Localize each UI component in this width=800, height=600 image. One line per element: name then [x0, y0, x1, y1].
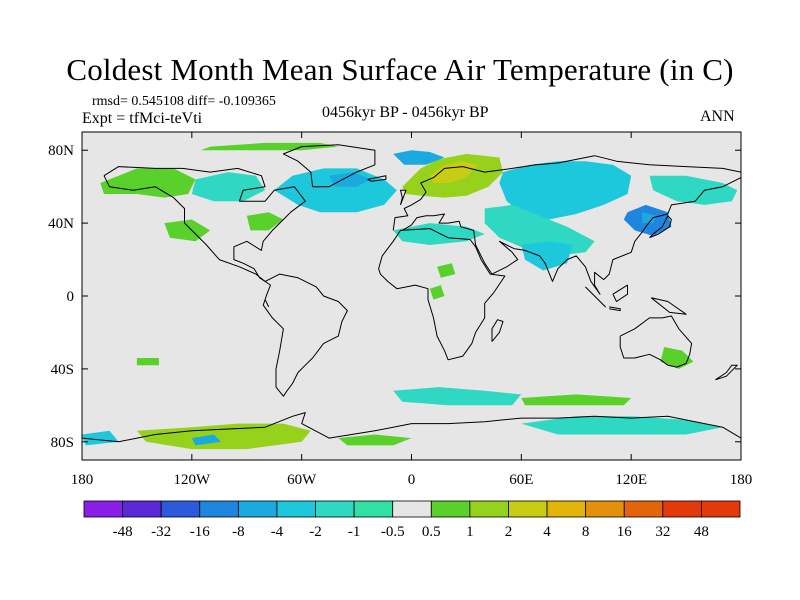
colorbar-label: 48 [694, 524, 709, 540]
anomaly-region-africa-green-1 [437, 263, 456, 278]
colorbar-swatch [83, 500, 123, 518]
anomaly-region-antarctica-blue [191, 434, 222, 446]
anomaly-region-siberia-cyan [499, 161, 632, 220]
colorbar-swatch [469, 500, 509, 518]
anomaly-region-antarctica-east-cyan [521, 416, 723, 435]
anomaly-region-antarctica-green [136, 423, 311, 450]
coastline-4 [402, 177, 741, 295]
coastline-3 [392, 155, 741, 231]
coastline-0 [103, 166, 306, 282]
anomaly-region-us-east-green [246, 212, 284, 231]
anomaly-fields [82, 142, 738, 450]
colorbar-label: 0.5 [422, 524, 441, 540]
anomaly-region-india-cyan [521, 241, 573, 271]
colorbar-label: -32 [151, 524, 171, 540]
lon-tick-label: 0 [408, 472, 416, 488]
colorbar-label: 32 [655, 524, 670, 540]
rmsd-stats: rmsd= 0.545108 diff= -0.109365 [92, 94, 276, 109]
colorbar: -48 -32 -16 -8 -4 -2 -1 -0.5 0.5 1 2 4 8 16 32 48 [83, 500, 741, 540]
latitude-axis: 80N 40N 0 40S 80S [48, 143, 741, 451]
colorbar-swatch [237, 500, 278, 518]
anomaly-region-iceland-blue [329, 172, 372, 187]
colorbar-label: -2 [309, 524, 322, 540]
coastline-17 [367, 175, 387, 182]
colorbar-label: -0.5 [381, 524, 405, 540]
colorbar-label: -48 [113, 524, 133, 540]
colorbar-label: -16 [190, 524, 210, 540]
anomaly-region-central-asia-cyan [484, 204, 595, 256]
anomaly-region-east-asia-teal [642, 212, 657, 224]
experiment-label: Expt = tfMci-teVti [82, 110, 203, 127]
anomaly-region-north-america-green [100, 168, 196, 198]
coastline-13 [609, 306, 621, 312]
longitude-axis: 180 120W 60W 0 60E 120E 180 [71, 132, 753, 488]
colorbar-swatch [353, 500, 394, 518]
season-label: ANN [700, 108, 735, 125]
coastline-12 [585, 286, 606, 308]
colorbar-swatch [276, 500, 316, 518]
colorbar-swatch [546, 500, 587, 518]
coastline-5 [619, 315, 693, 368]
anomaly-region-greenland-blue [393, 150, 445, 165]
anomaly-region-scandinavia-yellow [429, 161, 478, 183]
lat-tick-label: 80N [48, 143, 74, 159]
anomaly-region-far-east-cyan [649, 175, 738, 205]
coastline-16 [715, 364, 738, 381]
colorbar-swatch [160, 500, 201, 518]
coastline-11 [264, 299, 270, 308]
coastline-9 [649, 215, 672, 239]
colorbar-swatch [662, 500, 702, 518]
colorbar-label: -4 [271, 524, 284, 540]
colorbar-swatch [585, 500, 625, 518]
anomaly-region-ross-cyan [82, 430, 119, 446]
lon-tick-label: 120W [173, 472, 211, 488]
period-label: 0456kyr BP - 0456kyr BP [322, 104, 489, 121]
lon-tick-label: 60W [287, 472, 317, 488]
anomaly-region-south-indian-green [521, 394, 632, 406]
coastline-7 [282, 144, 376, 188]
lon-tick-label: 120E [615, 472, 647, 488]
colorbar-swatch [508, 500, 548, 518]
coastline-6 [82, 412, 741, 443]
lat-tick-label: 80S [51, 435, 74, 451]
lat-tick-label: 40S [51, 362, 74, 378]
coastline-15 [650, 297, 687, 315]
anomaly-region-mediterranean-cyan [393, 223, 485, 245]
anomaly-region-south-atlantic-cyan [393, 387, 522, 406]
map-title: Coldest Month Mean Surface Air Temperatu… [66, 52, 734, 87]
coastline-2 [378, 228, 506, 361]
lon-tick-label: 180 [730, 472, 753, 488]
lat-tick-label: 40N [48, 216, 74, 232]
colorbar-swatch [392, 500, 432, 518]
colorbar-swatch [315, 500, 355, 518]
anomaly-region-africa-green-2 [429, 285, 445, 300]
coastline-1 [262, 273, 348, 397]
coastlines [82, 144, 741, 443]
colorbar-label: -8 [232, 524, 245, 540]
anomaly-region-mexico-green [164, 219, 211, 242]
colorbar-swatch [199, 500, 239, 518]
anomaly-region-south-pacific-green [136, 358, 159, 366]
anomaly-region-arctic-green [201, 142, 339, 151]
anomaly-region-antarctica-green-2 [338, 434, 412, 446]
lon-tick-label: 180 [71, 472, 94, 488]
coastline-8 [400, 189, 407, 206]
colorbar-swatch [701, 500, 741, 518]
colorbar-label: 4 [543, 524, 551, 540]
colorbar-swatch [122, 500, 162, 518]
coastline-14 [612, 284, 628, 302]
colorbar-label: 1 [466, 524, 474, 540]
colorbar-label: 8 [582, 524, 590, 540]
colorbar-swatch [623, 500, 664, 518]
lat-tick-label: 0 [67, 289, 75, 305]
colorbar-swatch [430, 500, 471, 518]
lon-tick-label: 60E [509, 472, 533, 488]
colorbar-label: -1 [348, 524, 361, 540]
anomaly-region-canada-cyan [191, 172, 266, 202]
colorbar-label: 2 [505, 524, 513, 540]
coastline-10 [491, 319, 504, 342]
colorbar-label: 16 [617, 524, 633, 540]
